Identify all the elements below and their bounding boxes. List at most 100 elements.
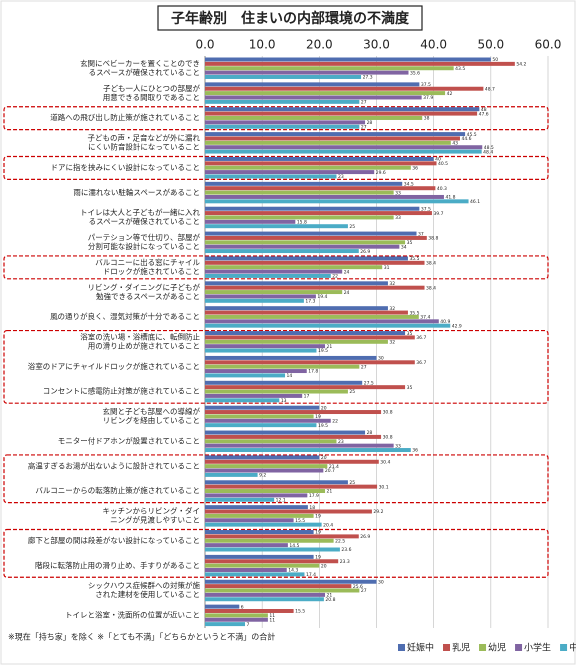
value-label: 9.2 xyxy=(259,473,266,479)
bar xyxy=(205,434,382,439)
bar xyxy=(205,509,372,514)
highlight-box xyxy=(3,528,549,578)
bar xyxy=(205,430,366,435)
value-label: 48.5 xyxy=(484,145,494,151)
bar xyxy=(205,95,422,100)
bar xyxy=(205,323,451,328)
value-label: 14 xyxy=(287,373,293,379)
bar xyxy=(205,124,360,129)
bar xyxy=(205,70,409,75)
value-label: 20 xyxy=(321,405,327,411)
bar xyxy=(205,256,408,261)
bar xyxy=(205,61,515,66)
value-label: 20 xyxy=(321,563,327,569)
bar xyxy=(205,448,411,453)
bar xyxy=(205,140,451,145)
legend-swatch xyxy=(479,644,487,651)
value-label: 47.6 xyxy=(479,111,489,117)
value-label: 48.4 xyxy=(483,149,493,155)
value-label: 32 xyxy=(389,340,395,346)
bar xyxy=(205,443,394,448)
value-label: 37 xyxy=(418,231,424,237)
value-label: 20 xyxy=(321,455,327,461)
value-label: 37.4 xyxy=(420,315,430,321)
value-label: 30 xyxy=(378,579,384,585)
value-label: 40.9 xyxy=(440,319,450,325)
bar xyxy=(205,489,326,494)
bar xyxy=(205,534,359,539)
value-label: 23 xyxy=(338,439,344,445)
bar xyxy=(205,554,314,559)
value-label: 54.2 xyxy=(516,62,526,68)
x-tick-label: 20.0 xyxy=(306,38,333,52)
value-label: 13 xyxy=(281,398,287,404)
value-label: 30.8 xyxy=(383,410,393,416)
bar xyxy=(205,281,388,286)
bar xyxy=(205,455,320,460)
value-label: 29.2 xyxy=(373,509,383,515)
bar xyxy=(205,572,305,577)
category-label: モニター付ドアホンが設置されていること xyxy=(58,435,200,445)
bar xyxy=(205,464,328,469)
bar xyxy=(205,290,343,295)
value-label: 50 xyxy=(492,57,498,63)
legend-label: 妊娠中 xyxy=(407,642,434,654)
value-label: 30.8 xyxy=(383,435,393,441)
value-label: 36.7 xyxy=(416,335,426,341)
value-label: 19.5 xyxy=(318,423,328,429)
value-label: 18 xyxy=(309,505,315,511)
bar xyxy=(205,82,420,87)
bar xyxy=(205,484,378,489)
value-label: 25 xyxy=(349,224,355,230)
bar xyxy=(205,314,419,319)
value-label: 11 xyxy=(269,617,275,623)
bar xyxy=(205,219,296,224)
value-label: 25 xyxy=(349,480,355,486)
category-label: 子どもの声・足音などが外に漏れにくい防音設計になっていること xyxy=(88,133,201,152)
value-label: 35 xyxy=(407,331,413,337)
value-label: 17 xyxy=(304,394,310,400)
legend-swatch xyxy=(443,644,451,651)
value-label: 14.5 xyxy=(289,543,299,549)
bar xyxy=(205,249,359,254)
value-label: 17.8 xyxy=(308,369,318,375)
bar xyxy=(205,530,314,534)
bar xyxy=(205,335,415,340)
x-tick-label: 60.0 xyxy=(535,38,562,52)
value-label: 23 xyxy=(338,174,344,180)
value-label: 6 xyxy=(241,604,244,610)
bar xyxy=(205,74,362,79)
bar xyxy=(205,584,352,589)
bar xyxy=(205,186,436,191)
bar xyxy=(205,190,394,195)
bar xyxy=(205,418,331,423)
bar xyxy=(205,115,423,120)
bar xyxy=(205,91,446,96)
bar xyxy=(205,518,294,523)
highlight-box xyxy=(3,454,549,504)
value-label: 48 xyxy=(481,107,487,113)
bar xyxy=(205,260,425,265)
value-label: 43 xyxy=(452,141,458,147)
value-label: 32 xyxy=(389,306,395,312)
bar xyxy=(205,522,322,527)
bar xyxy=(205,597,324,602)
value-label: 26.9 xyxy=(360,534,370,540)
category-label: リビング・ダイニングに子どもが勉強できるスペースがあること xyxy=(88,282,201,301)
bar xyxy=(205,538,334,543)
bar xyxy=(205,493,308,498)
value-label: 40.3 xyxy=(437,186,447,192)
bar xyxy=(205,592,326,597)
bar xyxy=(205,459,379,464)
value-label: 19 xyxy=(315,514,321,520)
value-label: 37.5 xyxy=(421,82,431,88)
bar xyxy=(205,161,437,166)
value-label: 25.6 xyxy=(353,584,363,590)
value-label: 27.3 xyxy=(363,75,373,81)
value-label: 20.8 xyxy=(325,597,335,603)
bar xyxy=(205,294,316,299)
bar xyxy=(205,472,258,477)
bar xyxy=(205,244,400,249)
value-label: 38.8 xyxy=(428,236,438,242)
bar xyxy=(205,211,432,216)
